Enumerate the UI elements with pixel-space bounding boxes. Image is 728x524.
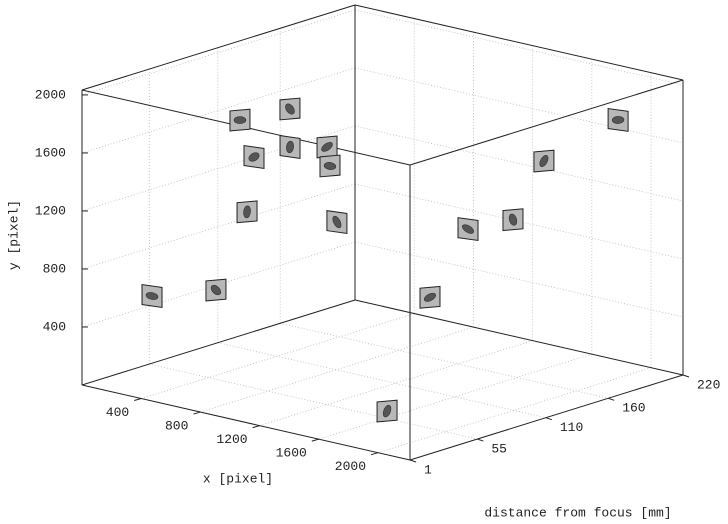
patch-object (539, 155, 549, 168)
z-axis-title: distance from focus [mm] (484, 505, 671, 520)
patch-object (286, 140, 294, 154)
patch-object (323, 162, 337, 170)
tick (477, 438, 484, 442)
z-tick-label: 160 (622, 401, 645, 416)
grid-line (141, 313, 415, 399)
box-edge (354, 4, 684, 81)
grid-line (280, 322, 609, 399)
y-tick-label: 800 (43, 261, 66, 276)
grid-line (354, 9, 684, 86)
y-tick-label: 1200 (35, 203, 66, 218)
image-patch (502, 208, 524, 232)
patch-object (243, 205, 251, 219)
box-edge (81, 4, 356, 91)
patch-object (285, 103, 295, 115)
tick (370, 452, 379, 456)
x-tick-label: 400 (106, 405, 129, 420)
image-patch (533, 149, 555, 173)
image-patch (236, 200, 258, 224)
patch-object (332, 215, 342, 229)
image-patch (229, 108, 251, 132)
grid-line (81, 183, 356, 270)
tick (134, 398, 142, 402)
image-patch (279, 135, 301, 159)
patch-object (248, 152, 260, 162)
grid-line (377, 367, 652, 454)
y-tick-label: 400 (43, 319, 66, 334)
image-patch (279, 97, 301, 121)
patch-object (508, 213, 518, 226)
x-tick-label: 1200 (216, 432, 247, 447)
x-tick-label: 2000 (335, 459, 366, 474)
tick (682, 374, 690, 378)
x-axis-title: x [pixel] (203, 471, 273, 486)
z-tick-label: 220 (697, 377, 720, 392)
box-edge (81, 384, 411, 461)
image-patch (419, 285, 441, 309)
box-edge (354, 299, 684, 376)
image-patch (457, 217, 479, 242)
tick (252, 425, 260, 429)
grid-line (81, 125, 356, 212)
x-tick-label: 1600 (276, 446, 307, 461)
image-patch (319, 154, 341, 178)
image-patch (376, 399, 398, 423)
image-patch (205, 278, 227, 302)
grid-line (149, 363, 478, 440)
patch-object (233, 116, 247, 124)
z-tick-label: 1 (424, 462, 432, 477)
tick (545, 417, 553, 421)
grid-line (217, 342, 546, 419)
z-tick-label: 55 (491, 441, 507, 456)
image-patch (243, 145, 265, 169)
tick (608, 397, 615, 401)
patch-object (210, 284, 222, 296)
grid-line (354, 241, 684, 318)
grid-line (200, 326, 474, 413)
z-tick-label: 110 (560, 420, 583, 435)
y-tick-label: 1600 (35, 145, 66, 160)
x-tick-label: 800 (165, 419, 188, 434)
grid-line (354, 67, 684, 144)
grid-line (81, 67, 356, 154)
tick (193, 411, 201, 415)
image-patch (141, 284, 163, 308)
tick (311, 438, 319, 442)
patch-object (382, 404, 392, 418)
grid-line (81, 9, 356, 96)
y-axis-title: y [pixel] (6, 200, 21, 270)
grid-line (354, 125, 684, 202)
patch-object (611, 116, 625, 124)
image-patch (316, 135, 338, 159)
box-edge (409, 79, 684, 166)
tick (409, 459, 417, 463)
y-tick-label: 2000 (35, 87, 66, 102)
patch-object (145, 292, 159, 300)
patch-object (423, 292, 436, 302)
image-patch (607, 107, 629, 132)
patch-object (321, 142, 333, 152)
box-edge (81, 299, 356, 386)
image-patch (326, 210, 348, 234)
patch-object (462, 224, 474, 234)
